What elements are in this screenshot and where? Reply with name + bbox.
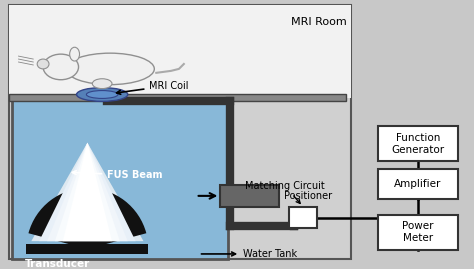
- Text: MRI Coil: MRI Coil: [117, 81, 189, 94]
- Ellipse shape: [66, 53, 155, 85]
- Bar: [27, 244, 148, 254]
- Text: Power
Meter: Power Meter: [402, 221, 434, 243]
- Text: Transducer: Transducer: [25, 259, 91, 269]
- Polygon shape: [63, 143, 112, 241]
- Polygon shape: [47, 143, 128, 241]
- Bar: [378, 215, 458, 250]
- Bar: [378, 169, 458, 199]
- Ellipse shape: [43, 54, 79, 80]
- Text: Positioner: Positioner: [284, 191, 332, 201]
- Ellipse shape: [86, 91, 118, 98]
- Text: Water Tank: Water Tank: [201, 249, 297, 259]
- Bar: [378, 126, 458, 161]
- Text: Amplifier: Amplifier: [394, 179, 442, 189]
- Polygon shape: [31, 143, 144, 241]
- Ellipse shape: [70, 47, 80, 61]
- Polygon shape: [55, 143, 120, 241]
- Bar: [9, 94, 346, 101]
- Wedge shape: [28, 188, 146, 249]
- Bar: [220, 185, 279, 207]
- Bar: [11, 97, 228, 259]
- Ellipse shape: [77, 88, 128, 101]
- Ellipse shape: [92, 79, 112, 89]
- Text: Matching Circuit: Matching Circuit: [246, 181, 325, 203]
- Bar: [289, 207, 317, 228]
- Text: Function
Generator: Function Generator: [392, 133, 445, 154]
- Text: FUS Beam: FUS Beam: [73, 170, 163, 180]
- Text: MRI Room: MRI Room: [291, 17, 346, 27]
- Ellipse shape: [37, 59, 49, 69]
- Bar: [9, 5, 351, 259]
- Bar: [9, 5, 351, 98]
- Polygon shape: [39, 143, 136, 241]
